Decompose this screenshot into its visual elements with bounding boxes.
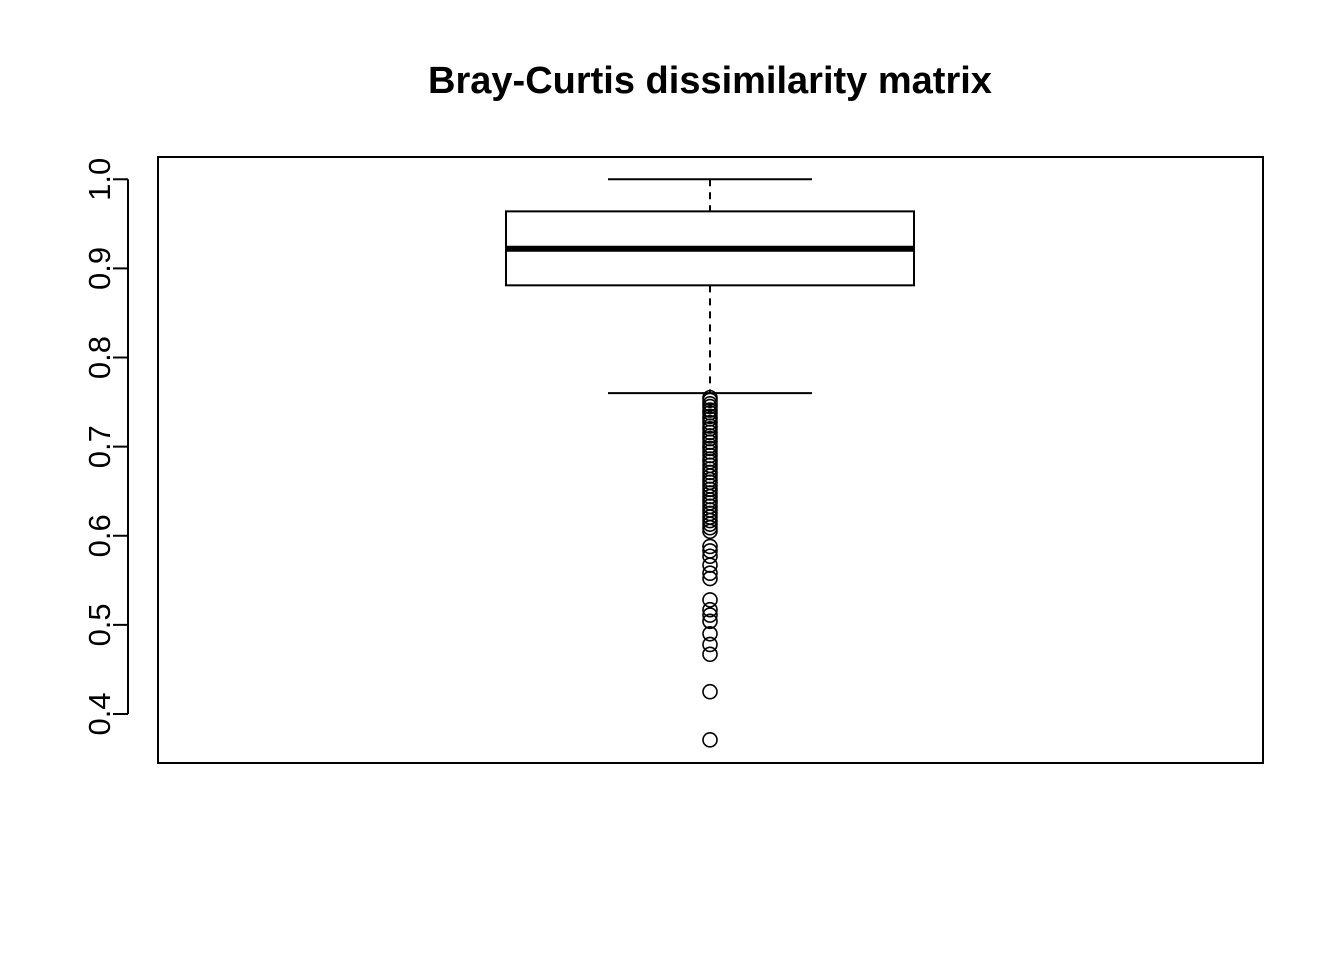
y-tick-label: 0.8 xyxy=(82,336,117,379)
plot-frame xyxy=(157,156,1264,764)
y-tick-label: 0.4 xyxy=(82,692,117,735)
outlier-point xyxy=(702,636,718,653)
outlier-point xyxy=(702,607,718,623)
boxplot xyxy=(505,178,915,395)
outlier-point xyxy=(702,519,718,536)
outlier-point xyxy=(702,683,718,700)
outlier-point xyxy=(702,601,718,618)
outlier-point xyxy=(702,392,718,409)
outlier-point xyxy=(702,538,718,555)
outlier-points xyxy=(702,389,718,748)
outlier-point xyxy=(702,732,718,748)
outlier-point xyxy=(702,516,718,532)
outlier-point xyxy=(702,625,718,642)
outlier-point xyxy=(702,512,718,529)
outlier-point xyxy=(702,613,718,630)
outlier-point xyxy=(702,570,718,587)
outlier-point xyxy=(702,557,718,573)
y-tick-label: 1.0 xyxy=(82,158,117,201)
y-tick-label: 0.7 xyxy=(82,425,117,468)
y-axis: 0.4 0.5 0.6 0.7 0.8 0.9 1.0 xyxy=(82,158,129,736)
outlier-point xyxy=(702,523,718,540)
outlier-point xyxy=(702,646,718,663)
y-tick-label: 0.6 xyxy=(82,514,117,557)
outlier-point xyxy=(702,548,718,565)
y-tick-label: 0.9 xyxy=(82,247,117,290)
y-tick-label: 0.5 xyxy=(82,603,117,646)
outlier-point xyxy=(702,592,718,608)
outlier-point xyxy=(702,565,718,581)
chart-title: Bray-Curtis dissimilarity matrix xyxy=(428,60,992,102)
outlier-point xyxy=(702,398,718,415)
